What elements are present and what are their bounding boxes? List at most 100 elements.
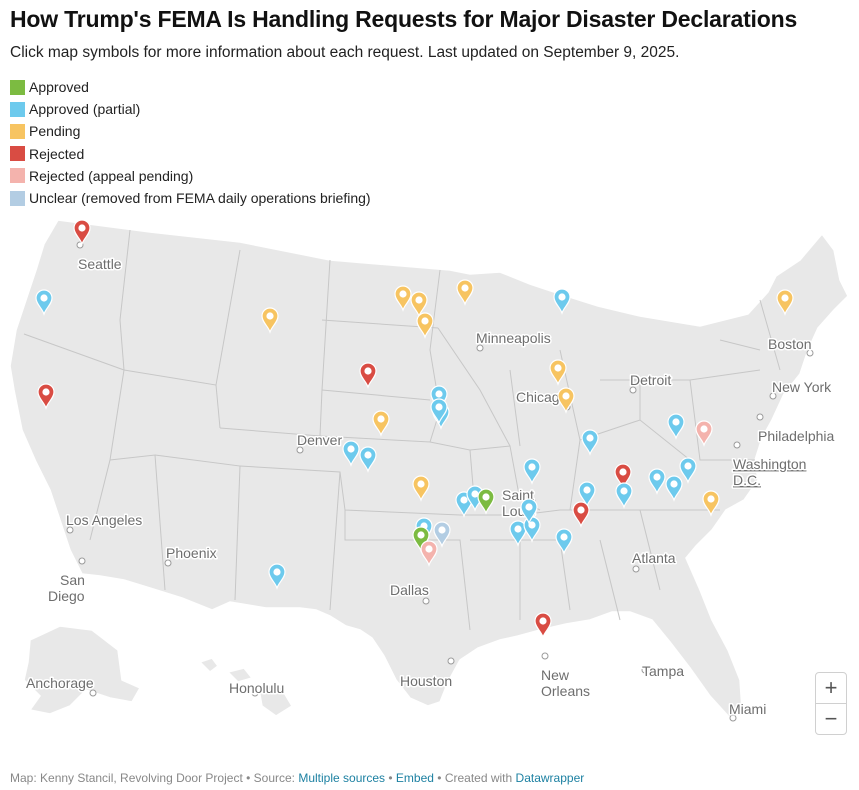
marker-pin[interactable]: [776, 289, 794, 316]
marker-pin[interactable]: [555, 528, 573, 555]
city-dot: [729, 714, 737, 722]
marker-pin[interactable]: [359, 446, 377, 473]
request-marker[interactable]: [578, 481, 596, 508]
request-marker[interactable]: [776, 289, 794, 316]
marker-pin[interactable]: [359, 362, 377, 389]
source-link[interactable]: Multiple sources: [298, 771, 386, 785]
request-marker[interactable]: [420, 540, 438, 567]
marker-pin[interactable]: [456, 279, 474, 306]
request-marker[interactable]: [557, 387, 575, 414]
request-marker[interactable]: [667, 413, 685, 440]
request-marker[interactable]: [372, 410, 390, 437]
marker-pin[interactable]: [667, 413, 685, 440]
marker-pin[interactable]: [702, 490, 720, 517]
request-marker[interactable]: [359, 362, 377, 389]
request-marker[interactable]: [477, 488, 495, 515]
marker-pin[interactable]: [572, 501, 590, 528]
marker-pin[interactable]: [648, 468, 666, 495]
marker-pin[interactable]: [615, 482, 633, 509]
marker-pin[interactable]: [614, 463, 632, 490]
marker-pin[interactable]: [73, 219, 91, 246]
marker-pin[interactable]: [523, 458, 541, 485]
marker-pin[interactable]: [433, 521, 451, 548]
marker-pin[interactable]: [412, 475, 430, 502]
marker-pin[interactable]: [520, 498, 538, 525]
marker-pin[interactable]: [509, 520, 527, 547]
marker-pin[interactable]: [394, 285, 412, 312]
request-marker[interactable]: [359, 446, 377, 473]
marker-pin[interactable]: [679, 457, 697, 484]
marker-pin[interactable]: [557, 387, 575, 414]
request-marker[interactable]: [35, 289, 53, 316]
request-marker[interactable]: [702, 490, 720, 517]
marker-pin[interactable]: [430, 398, 448, 425]
marker-pin[interactable]: [581, 429, 599, 456]
request-marker[interactable]: [342, 440, 360, 467]
request-marker[interactable]: [523, 458, 541, 485]
marker-center: [558, 293, 566, 301]
request-marker[interactable]: [648, 468, 666, 495]
marker-pin[interactable]: [35, 289, 53, 316]
request-marker[interactable]: [695, 420, 713, 447]
request-marker[interactable]: [520, 498, 538, 525]
request-marker[interactable]: [73, 219, 91, 246]
request-marker[interactable]: [416, 312, 434, 339]
marker-center: [266, 312, 274, 320]
legend-swatch: [10, 168, 25, 184]
marker-pin[interactable]: [416, 312, 434, 339]
marker-pin[interactable]: [477, 488, 495, 515]
request-marker[interactable]: [581, 429, 599, 456]
marker-pin[interactable]: [695, 420, 713, 447]
marker-center: [399, 290, 407, 298]
request-marker[interactable]: [549, 359, 567, 386]
request-marker[interactable]: [433, 521, 451, 548]
marker-center: [417, 480, 425, 488]
embed-link[interactable]: Embed: [395, 771, 434, 785]
marker-pin[interactable]: [534, 612, 552, 639]
zoom-in-button[interactable]: +: [815, 672, 847, 704]
request-marker[interactable]: [430, 398, 448, 425]
request-marker[interactable]: [572, 501, 590, 528]
request-marker[interactable]: [679, 457, 697, 484]
request-marker[interactable]: [394, 285, 412, 312]
marker-pin[interactable]: [420, 540, 438, 567]
request-marker[interactable]: [665, 475, 683, 502]
marker-pin[interactable]: [665, 475, 683, 502]
map-container[interactable]: Seattle Minneapolis Boston Detroit Chicago Ne…: [0, 210, 859, 760]
marker-pin[interactable]: [261, 307, 279, 334]
marker-center: [554, 364, 562, 372]
request-marker[interactable]: [555, 528, 573, 555]
marker-center: [577, 506, 585, 514]
request-marker[interactable]: [456, 279, 474, 306]
us-map[interactable]: Seattle Minneapolis Boston Detroit Chicago Ne…: [0, 210, 859, 760]
land-layer: [9, 219, 849, 719]
marker-pin[interactable]: [553, 288, 571, 315]
marker-pin[interactable]: [37, 383, 55, 410]
marker-pin[interactable]: [342, 440, 360, 467]
marker-pin[interactable]: [372, 410, 390, 437]
request-marker[interactable]: [553, 288, 571, 315]
request-marker[interactable]: [615, 482, 633, 509]
marker-pin[interactable]: [578, 481, 596, 508]
marker-center: [562, 392, 570, 400]
city-dot: [641, 666, 649, 674]
zoom-out-button[interactable]: −: [815, 703, 847, 735]
marker-pin[interactable]: [268, 563, 286, 590]
request-marker[interactable]: [534, 612, 552, 639]
city-dot: [447, 657, 455, 665]
request-marker[interactable]: [268, 563, 286, 590]
request-marker[interactable]: [410, 291, 428, 318]
marker-center: [377, 415, 385, 423]
city-label: New York: [772, 379, 832, 395]
marker-layer[interactable]: [35, 219, 794, 639]
request-marker[interactable]: [614, 463, 632, 490]
city-label: San: [60, 572, 85, 588]
request-marker[interactable]: [37, 383, 55, 410]
chart-subtitle: Click map symbols for more information a…: [10, 44, 680, 61]
datawrapper-link[interactable]: Datawrapper: [515, 771, 585, 785]
request-marker[interactable]: [509, 520, 527, 547]
request-marker[interactable]: [261, 307, 279, 334]
marker-pin[interactable]: [410, 291, 428, 318]
request-marker[interactable]: [412, 475, 430, 502]
marker-pin[interactable]: [549, 359, 567, 386]
